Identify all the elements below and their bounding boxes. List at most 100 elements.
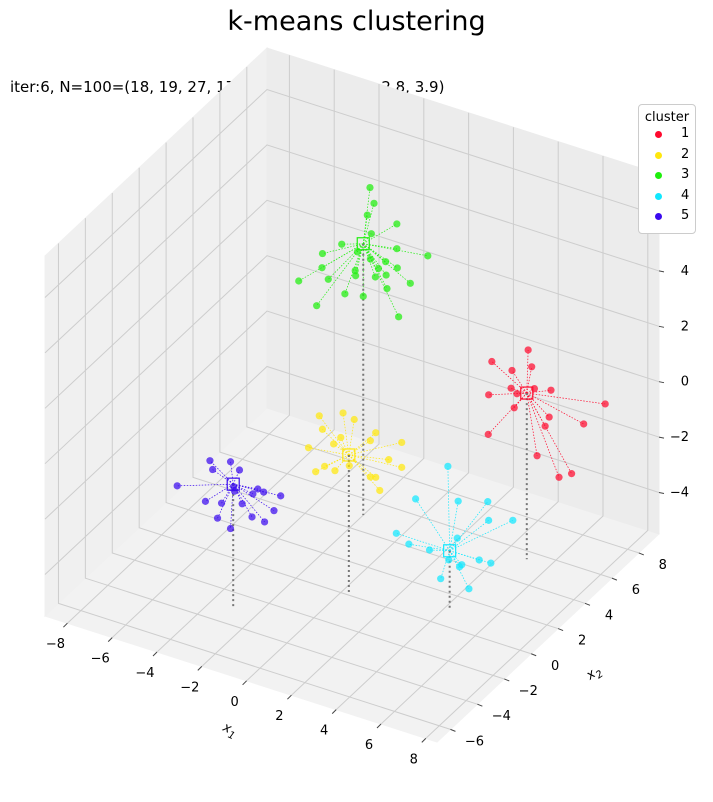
data-point-cluster-2: [372, 473, 380, 481]
data-point-cluster-3: [366, 255, 375, 263]
data-point-cluster-1: [601, 400, 609, 408]
data-point-cluster-5: [270, 507, 278, 515]
data-point-cluster-5: [235, 466, 244, 474]
data-point-cluster-1: [580, 420, 588, 428]
connector-line: [449, 520, 489, 552]
y-gridline: [165, 142, 559, 630]
x-tick-mark: [331, 709, 337, 714]
x-gridline: [156, 84, 380, 653]
data-point-cluster-5: [248, 513, 256, 521]
axes-gridlines: [44, 55, 660, 739]
x-tick-label: −6: [91, 652, 110, 667]
x-tick-mark: [242, 680, 247, 686]
data-point-cluster-2: [331, 467, 339, 475]
legend-item-4: 4: [639, 187, 695, 208]
connector-line: [440, 550, 450, 579]
legend-marker-1: [655, 131, 662, 138]
y-tick-label: 2: [578, 634, 586, 649]
data-point-cluster-5: [277, 492, 285, 500]
data-point-cluster-2: [366, 437, 374, 445]
connector-line: [322, 243, 364, 254]
legend-label-1: 1: [681, 126, 690, 141]
x-tick-label: −2: [180, 680, 199, 695]
z-gridline: [44, 88, 660, 298]
data-point-cluster-4: [444, 462, 452, 470]
y-tick-label: −6: [465, 734, 484, 749]
y-tick-mark: [611, 577, 618, 581]
connector-line: [449, 501, 489, 551]
centroid-cluster-4: [443, 544, 457, 558]
connector-line: [526, 349, 529, 394]
connector-line: [526, 366, 533, 394]
data-point-cluster-2: [398, 438, 406, 447]
data-point-cluster-2: [339, 409, 347, 417]
connector-line: [447, 466, 451, 551]
z-tick-label: 4: [681, 264, 689, 279]
x-gridline: [67, 55, 290, 624]
y-tick-mark: [557, 628, 564, 632]
legend-item-5: 5: [639, 207, 695, 228]
connector-line: [348, 454, 389, 461]
data-point-cluster-4: [453, 534, 461, 542]
data-point-cluster-4: [485, 516, 493, 524]
x-tick-mark: [152, 651, 158, 657]
y-tick-mark: [584, 602, 591, 606]
legend-label-2: 2: [681, 146, 690, 162]
y-tick-mark: [450, 728, 456, 732]
data-point-cluster-1: [508, 366, 516, 375]
connector-line: [348, 442, 402, 456]
data-point-cluster-3: [383, 285, 391, 293]
y-gridline: [138, 167, 532, 655]
data-point-cluster-2: [321, 462, 329, 470]
data-point-cluster-3: [393, 245, 401, 253]
y-gridline: [192, 117, 586, 604]
data-point-cluster-4: [437, 575, 445, 583]
legend: cluster 1 2 3 4 5: [638, 104, 696, 234]
z-tick-mark: [658, 491, 665, 494]
data-point-cluster-3: [352, 272, 360, 280]
x-gridline: [111, 69, 335, 638]
data-point-cluster-2: [337, 433, 345, 442]
chart-title: k-means clustering: [227, 6, 486, 37]
connector-line: [491, 361, 528, 394]
data-point-cluster-1: [488, 357, 496, 366]
legend-label-4: 4: [681, 187, 690, 203]
connector-line: [449, 501, 459, 551]
centroid-cluster-2: [342, 448, 356, 462]
connector-line: [526, 392, 550, 418]
connector-line: [487, 392, 528, 435]
data-point-cluster-1: [484, 430, 492, 438]
z-tick-label: 2: [681, 319, 689, 334]
connector-line: [415, 498, 450, 551]
connector-line: [362, 243, 388, 289]
connector-line: [324, 454, 349, 467]
data-point-cluster-2: [304, 444, 313, 452]
data-point-cluster-5: [260, 518, 269, 526]
legend-item-3: 3: [639, 166, 695, 187]
connector-line: [362, 243, 387, 276]
connector-line: [449, 550, 491, 564]
connector-line: [233, 483, 258, 490]
data-point-cluster-5: [260, 488, 268, 496]
data-point-cluster-2: [312, 468, 320, 476]
connector-line: [362, 214, 368, 244]
connector-line: [348, 454, 402, 468]
data-point-cluster-2: [385, 456, 393, 464]
y-gridline: [57, 243, 451, 730]
data-point-cluster-1: [545, 413, 553, 421]
y-tick-label: 4: [605, 608, 613, 623]
legend-title: cluster: [644, 110, 690, 125]
data-point-cluster-3: [366, 183, 374, 192]
data-point-cluster-3: [359, 292, 367, 300]
z-tick-mark: [658, 270, 665, 273]
x-gridline: [380, 156, 604, 725]
z-tick-label: 0: [681, 375, 689, 390]
connector-line: [308, 447, 349, 456]
data-point-cluster-4: [455, 563, 464, 571]
x-gridline: [291, 127, 514, 696]
data-point-cluster-1: [513, 390, 521, 398]
connector-line: [342, 412, 350, 456]
data-point-cluster-2: [366, 473, 374, 481]
x-tick-mark: [197, 666, 203, 671]
connector-line: [408, 543, 450, 552]
